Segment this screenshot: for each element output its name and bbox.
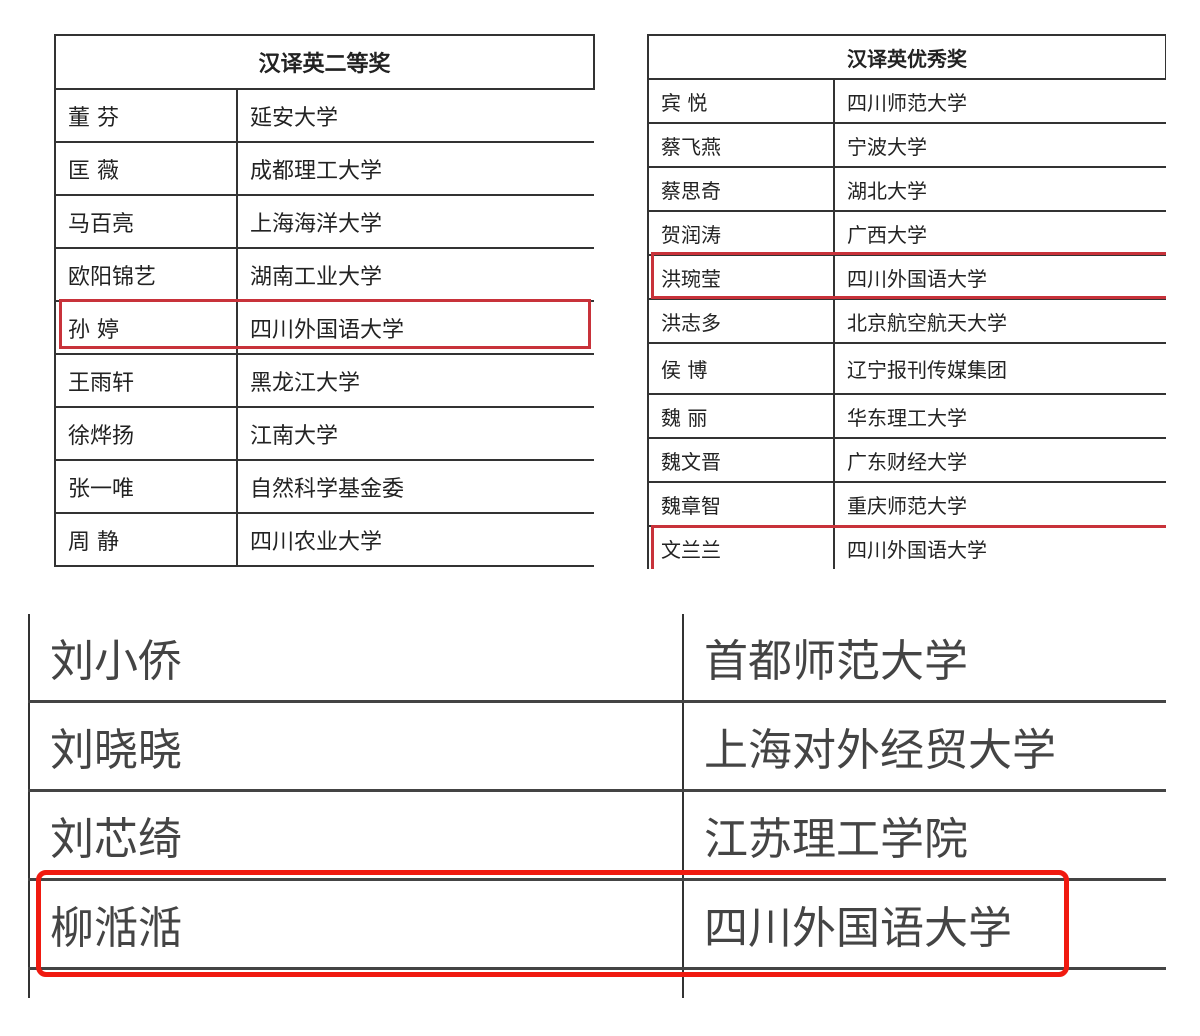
org-cell: 广东财经大学 xyxy=(833,437,1166,483)
name-cell: 宾 悦 xyxy=(647,78,835,124)
org-cell: 四川外国语大学 xyxy=(833,525,1166,571)
bottom-table: 刘小侨 首都师范大学 刘晓晓 上海对外经贸大学 刘芯绮 江苏理工学院 柳湉湉 四川外国语… xyxy=(28,614,1168,998)
table-title: 汉译英优秀奖 xyxy=(647,34,1167,80)
table-row: 柳湉湉 四川外国语大学 xyxy=(28,878,1168,970)
name-cell: 董 芬 xyxy=(54,88,238,143)
table-row: 侯 博辽宁报刊传媒集团 xyxy=(647,342,1166,395)
table-row-cut xyxy=(28,967,1168,998)
org-cell: 华东理工大学 xyxy=(833,393,1166,439)
name-cell: 孙 婷 xyxy=(54,300,238,355)
excellence-prize-table: 汉译英优秀奖 宾 悦四川师范大学 蔡飞燕 宁波大学 蔡思奇 湖北大学 贺润涛 广西大学… xyxy=(647,34,1167,571)
table-row: 周 静四川农业大学 xyxy=(54,512,594,567)
org-cell: 自然科学基金委 xyxy=(236,459,594,514)
org-cell: 延安大学 xyxy=(236,88,594,143)
org-cell: 广西大学 xyxy=(833,210,1166,256)
table-row: 洪琬莹 四川外国语大学 xyxy=(647,254,1166,300)
org-cell: 江南大学 xyxy=(236,406,594,461)
name-cell: 刘芯绮 xyxy=(28,789,684,881)
org-cell: 辽宁报刊传媒集团 xyxy=(833,342,1166,395)
table-row: 欧阳锦艺 湖南工业大学 xyxy=(54,247,594,302)
org-cell: 北京航空航天大学 xyxy=(833,298,1166,344)
org-cell: 四川师范大学 xyxy=(833,78,1166,124)
table-row: 张一唯 自然科学基金委 xyxy=(54,459,594,514)
name-cell: 刘小侨 xyxy=(28,614,684,703)
name-cell: 柳湉湉 xyxy=(28,878,684,970)
table-row: 刘小侨 首都师范大学 xyxy=(28,614,1168,703)
name-cell: 周 静 xyxy=(54,512,238,567)
table-row: 匡 薇成都理工大学 xyxy=(54,141,594,196)
name-cell: 文兰兰 xyxy=(647,525,835,571)
name-cell: 蔡飞燕 xyxy=(647,122,835,168)
table-row: 徐烨扬 江南大学 xyxy=(54,406,594,461)
name-cell: 洪琬莹 xyxy=(647,254,835,300)
table-row: 董 芬延安大学 xyxy=(54,88,594,143)
org-cell: 四川外国语大学 xyxy=(236,300,594,355)
name-cell: 洪志多 xyxy=(647,298,835,344)
org-cell: 湖南工业大学 xyxy=(236,247,594,302)
name-cell: 魏文晋 xyxy=(647,437,835,483)
org-cell: 四川农业大学 xyxy=(236,512,594,567)
table-row: 蔡思奇 湖北大学 xyxy=(647,166,1166,212)
table-row: 魏章智 重庆师范大学 xyxy=(647,481,1166,527)
second-prize-table: 汉译英二等奖 董 芬延安大学 匡 薇成都理工大学 马百亮 上海海洋大学 欧阳锦艺湖… xyxy=(54,34,595,567)
name-cell: 欧阳锦艺 xyxy=(54,247,238,302)
name-cell: 刘晓晓 xyxy=(28,700,684,792)
name-cell: 魏章智 xyxy=(647,481,835,527)
table-row: 宾 悦四川师范大学 xyxy=(647,78,1166,124)
name-cell: 贺润涛 xyxy=(647,210,835,256)
org-cell: 湖北大学 xyxy=(833,166,1166,212)
org-cell: 江苏理工学院 xyxy=(682,789,1168,881)
org-cell: 宁波大学 xyxy=(833,122,1166,168)
org-cell: 重庆师范大学 xyxy=(833,481,1166,527)
name-cell: 马百亮 xyxy=(54,194,238,249)
name-cell: 匡 薇 xyxy=(54,141,238,196)
org-cell: 上海海洋大学 xyxy=(236,194,594,249)
name-cell: 魏 丽 xyxy=(647,393,835,439)
table-row: 魏文晋 广东财经大学 xyxy=(647,437,1166,483)
org-cell: 成都理工大学 xyxy=(236,141,594,196)
table-row: 魏 丽华东理工大学 xyxy=(647,393,1166,439)
table-row: 文兰兰 四川外国语大学 xyxy=(647,525,1166,571)
table-row: 洪志多 北京航空航天大学 xyxy=(647,298,1166,344)
name-cell: 张一唯 xyxy=(54,459,238,514)
org-cell: 黑龙江大学 xyxy=(236,353,594,408)
org-cell: 上海对外经贸大学 xyxy=(682,700,1168,792)
org-cell: 首都师范大学 xyxy=(682,614,1168,703)
org-cell: 四川外国语大学 xyxy=(682,878,1168,970)
org-cell: 四川外国语大学 xyxy=(833,254,1166,300)
name-cell: 侯 博 xyxy=(647,342,835,395)
table-row: 王雨轩 黑龙江大学 xyxy=(54,353,594,408)
name-cell: 徐烨扬 xyxy=(54,406,238,461)
table-row: 孙 婷四川外国语大学 xyxy=(54,300,594,355)
name-cell: 王雨轩 xyxy=(54,353,238,408)
table-title: 汉译英二等奖 xyxy=(54,34,595,90)
table-row: 刘芯绮 江苏理工学院 xyxy=(28,789,1168,881)
table-row: 马百亮 上海海洋大学 xyxy=(54,194,594,249)
table-row: 刘晓晓 上海对外经贸大学 xyxy=(28,700,1168,792)
table-row: 蔡飞燕 宁波大学 xyxy=(647,122,1166,168)
table-row: 贺润涛 广西大学 xyxy=(647,210,1166,256)
name-cell: 蔡思奇 xyxy=(647,166,835,212)
